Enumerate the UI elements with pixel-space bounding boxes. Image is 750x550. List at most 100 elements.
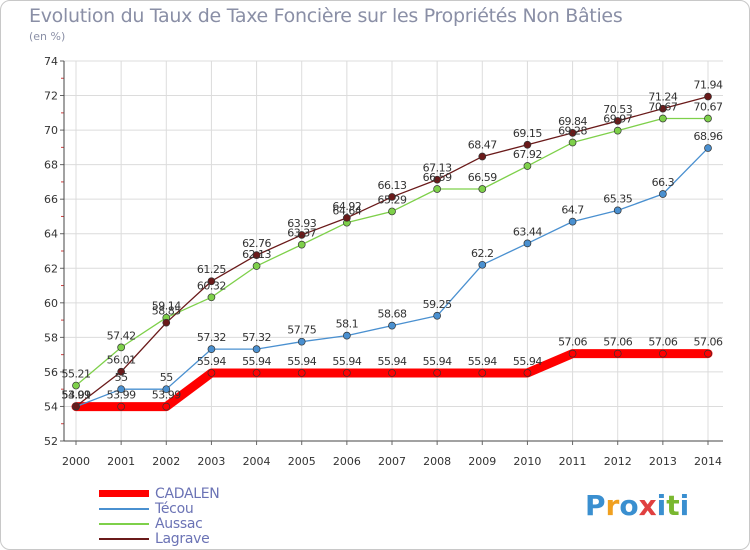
data-label-aussac: 63.37 xyxy=(287,227,316,240)
data-point-lagrave[interactable] xyxy=(162,318,171,327)
data-point-lagrave[interactable] xyxy=(659,104,667,113)
x-tick-label: 2000 xyxy=(62,455,90,468)
data-point-tecou[interactable] xyxy=(659,190,667,198)
data-point-aussac[interactable] xyxy=(117,343,125,352)
data-label-aussac: 57.42 xyxy=(107,329,136,342)
data-label-lagrave: 62.76 xyxy=(242,237,271,250)
data-point-tecou[interactable] xyxy=(478,260,487,269)
data-point-tecou[interactable] xyxy=(117,385,125,394)
data-point-aussac[interactable] xyxy=(72,381,80,390)
legend-item-aussac[interactable]: Aussac xyxy=(99,516,219,532)
data-point-aussac[interactable] xyxy=(613,126,622,135)
data-label-tecou: 55 xyxy=(115,371,128,384)
data-point-tecou[interactable] xyxy=(523,239,532,248)
data-label-aussac: 64.64 xyxy=(332,205,361,218)
data-point-tecou[interactable] xyxy=(297,337,306,346)
data-label-lagrave: 71.24 xyxy=(648,91,677,104)
data-label-lagrave: 69.84 xyxy=(558,115,587,128)
data-point-cadalen[interactable] xyxy=(704,349,712,358)
x-tick-label: 2011 xyxy=(559,455,587,468)
data-label-tecou: 58.1 xyxy=(336,318,359,331)
data-label-lagrave: 64.92 xyxy=(332,200,361,213)
data-point-tecou[interactable] xyxy=(162,385,171,394)
x-tick-label: 2002 xyxy=(152,455,180,468)
data-label-aussac: 69.97 xyxy=(603,113,632,126)
data-label-tecou: 64.7 xyxy=(561,204,584,217)
data-point-aussac[interactable] xyxy=(659,114,667,123)
y-tick-label: 64 xyxy=(44,228,58,241)
data-point-tecou[interactable] xyxy=(433,311,441,320)
data-point-cadalen[interactable] xyxy=(659,349,667,358)
data-point-tecou[interactable] xyxy=(252,345,261,353)
x-tick-label: 2004 xyxy=(243,455,271,468)
legend-item-tecou[interactable]: Técou xyxy=(99,501,219,517)
data-point-lagrave[interactable] xyxy=(252,251,261,259)
x-tick-label: 2001 xyxy=(107,455,135,468)
data-point-cadalen[interactable] xyxy=(162,402,171,411)
data-point-cadalen[interactable] xyxy=(388,369,396,377)
data-label-aussac: 62.13 xyxy=(242,248,271,261)
legend-label-cadalen: CADALEN xyxy=(155,485,220,502)
y-tick-label: 54 xyxy=(44,400,58,413)
data-point-cadalen[interactable] xyxy=(433,369,441,377)
data-point-lagrave[interactable] xyxy=(523,140,532,149)
x-tick-label: 2006 xyxy=(333,455,361,468)
data-point-aussac[interactable] xyxy=(433,185,441,193)
data-point-tecou[interactable] xyxy=(568,217,577,226)
logo-letter: i xyxy=(656,489,667,522)
data-label-lagrave: 61.25 xyxy=(197,263,226,276)
legend: CADALEN Técou Aussac Lagrave xyxy=(99,485,220,547)
data-point-cadalen[interactable] xyxy=(207,369,216,377)
data-point-cadalen[interactable] xyxy=(343,369,351,377)
data-point-cadalen[interactable] xyxy=(523,369,532,377)
data-point-aussac[interactable] xyxy=(297,240,306,249)
data-point-cadalen[interactable] xyxy=(117,402,125,411)
data-label-lagrave: 67.13 xyxy=(423,162,452,175)
x-tick-label: 2009 xyxy=(468,455,496,468)
data-point-lagrave[interactable] xyxy=(343,213,351,222)
data-point-cadalen[interactable] xyxy=(478,369,487,377)
data-point-tecou[interactable] xyxy=(613,206,622,215)
data-label-tecou: 62.2 xyxy=(471,247,494,260)
data-label-aussac: 67.92 xyxy=(513,148,542,161)
data-point-tecou[interactable] xyxy=(343,331,351,340)
data-point-lagrave[interactable] xyxy=(704,92,712,101)
data-point-lagrave[interactable] xyxy=(478,152,487,161)
x-tick-label: 2012 xyxy=(604,455,632,468)
data-point-aussac[interactable] xyxy=(523,162,532,170)
data-label-tecou: 55 xyxy=(160,371,173,384)
data-point-cadalen[interactable] xyxy=(568,349,577,358)
data-point-lagrave[interactable] xyxy=(72,402,80,411)
data-point-aussac[interactable] xyxy=(388,207,396,216)
data-point-tecou[interactable] xyxy=(704,144,712,152)
data-point-lagrave[interactable] xyxy=(297,231,306,239)
data-point-cadalen[interactable] xyxy=(297,369,306,377)
data-label-tecou: 58.68 xyxy=(378,308,407,321)
data-point-cadalen[interactable] xyxy=(252,369,261,377)
data-point-aussac[interactable] xyxy=(704,114,712,123)
data-point-aussac[interactable] xyxy=(207,293,216,302)
data-point-lagrave[interactable] xyxy=(613,117,622,125)
data-point-aussac[interactable] xyxy=(252,262,261,270)
data-point-aussac[interactable] xyxy=(478,185,487,193)
legend-item-lagrave[interactable]: Lagrave xyxy=(99,530,219,547)
data-label-lagrave: 54.01 xyxy=(62,388,91,401)
y-tick-label: 70 xyxy=(44,124,58,137)
data-point-lagrave[interactable] xyxy=(117,367,125,376)
data-point-lagrave[interactable] xyxy=(207,277,216,286)
data-label-tecou: 59.25 xyxy=(423,298,452,311)
data-point-tecou[interactable] xyxy=(207,345,216,353)
y-tick-label: 56 xyxy=(44,366,58,379)
data-point-tecou[interactable] xyxy=(388,321,396,330)
data-point-lagrave[interactable] xyxy=(388,193,396,201)
data-point-aussac[interactable] xyxy=(568,138,577,147)
legend-item-cadalen[interactable]: CADALEN xyxy=(99,485,220,502)
data-label-cadalen: 55.94 xyxy=(423,355,452,368)
data-point-lagrave[interactable] xyxy=(433,175,441,184)
data-point-cadalen[interactable] xyxy=(613,349,622,358)
x-tick-label: 2010 xyxy=(513,455,541,468)
data-point-lagrave[interactable] xyxy=(568,129,577,137)
data-label-tecou: 57.32 xyxy=(197,331,226,344)
legend-label-lagrave: Lagrave xyxy=(155,530,210,547)
data-label-cadalen: 57.06 xyxy=(694,336,723,349)
